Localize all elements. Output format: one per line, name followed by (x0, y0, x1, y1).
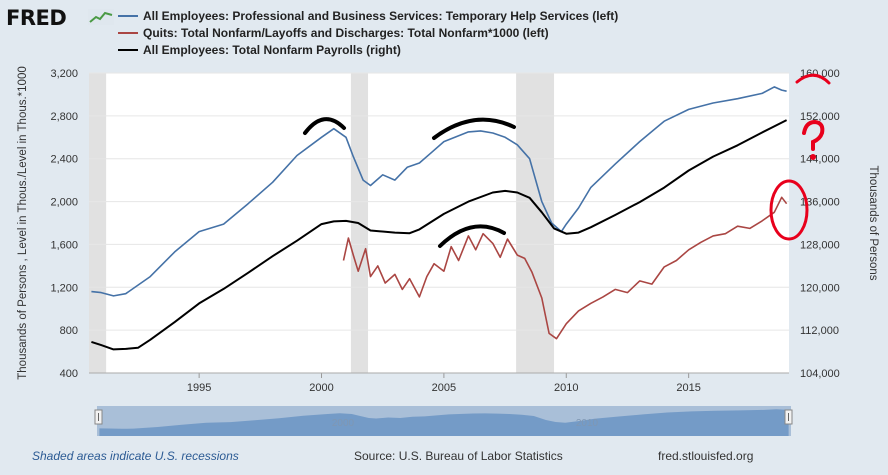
x-tick-label: 2015 (676, 382, 700, 394)
y-tick-right: 104,000 (800, 368, 840, 380)
legend-label-payrolls: All Employees: Total Nonfarm Payrolls (r… (143, 43, 401, 57)
annotation-arc-2000 (303, 117, 346, 135)
y-tick-left: 2,000 (50, 197, 78, 209)
y-tick-right: 152,000 (800, 111, 840, 123)
navigator[interactable]: 2000 2010 (94, 406, 793, 436)
annotation-arc-2006 (432, 117, 516, 140)
legend-swatch-quits (118, 31, 138, 34)
y-tick-left: 400 (60, 368, 78, 380)
annotation-arc-quits (438, 224, 506, 248)
legend-swatch-temp (118, 14, 138, 17)
navigator-label-2010: 2010 (576, 418, 599, 429)
plot-background (89, 73, 789, 373)
legend-swatch-payrolls (118, 48, 138, 51)
hand-drawn-annotations (303, 73, 831, 248)
y-tick-right: 120,000 (800, 282, 840, 294)
fred-logo[interactable]: FRED (6, 6, 67, 30)
y-tick-left: 2,400 (50, 154, 78, 166)
y-tick-right: 136,000 (800, 197, 840, 209)
y-tick-right: 112,000 (800, 325, 839, 337)
line-payrolls[interactable] (91, 119, 788, 351)
x-tick-label: 2000 (309, 382, 333, 394)
navigator-area (99, 409, 789, 436)
site-link[interactable]: fred.stlouisfed.org (658, 449, 754, 463)
y-tick-left: 2,800 (50, 111, 78, 123)
x-tick-label: 2005 (432, 382, 456, 394)
y-axis-label-left: Thousands of Persons , Level in Thous./L… (17, 66, 29, 379)
fred-chart-icon (88, 9, 114, 25)
legend-label-temp: All Employees: Professional and Business… (143, 9, 619, 23)
y-tick-left: 1,200 (50, 282, 78, 294)
y-tick-right: 144,000 (800, 154, 840, 166)
line-temp-help[interactable] (91, 86, 787, 297)
legend-label-quits: Quits: Total Nonfarm/Layoffs and Dischar… (143, 26, 549, 40)
legend-item-quits[interactable]: Quits: Total Nonfarm/Layoffs and Dischar… (118, 26, 549, 40)
navigator-label-2000: 2000 (332, 418, 355, 429)
recession-note: Shaded areas indicate U.S. recessions (32, 449, 239, 463)
legend-item-temp[interactable]: All Employees: Professional and Business… (118, 9, 618, 23)
y-tick-left: 3,200 (50, 68, 78, 80)
y-tick-left: 1,600 (50, 239, 78, 251)
source-text: Source: U.S. Bureau of Labor Statistics (354, 449, 563, 463)
y-tick-right: 128,000 (800, 239, 840, 251)
question-mark-icon (802, 119, 825, 160)
annotation-red-circle (769, 179, 809, 241)
recession-band (89, 73, 107, 373)
annotation-red-arc (795, 73, 831, 85)
x-tick-label: 2010 (554, 382, 578, 394)
x-tick-label: 1995 (187, 382, 211, 394)
legend-item-payrolls[interactable]: All Employees: Total Nonfarm Payrolls (r… (118, 43, 401, 57)
y-tick-left: 800 (60, 325, 78, 337)
y-axis-label-right: Thousands of Persons (867, 165, 879, 280)
chart-area[interactable]: 400 800 1,200 1,600 2,000 2,400 2,800 3,200 104… (0, 0, 888, 440)
line-quits[interactable] (342, 196, 788, 340)
